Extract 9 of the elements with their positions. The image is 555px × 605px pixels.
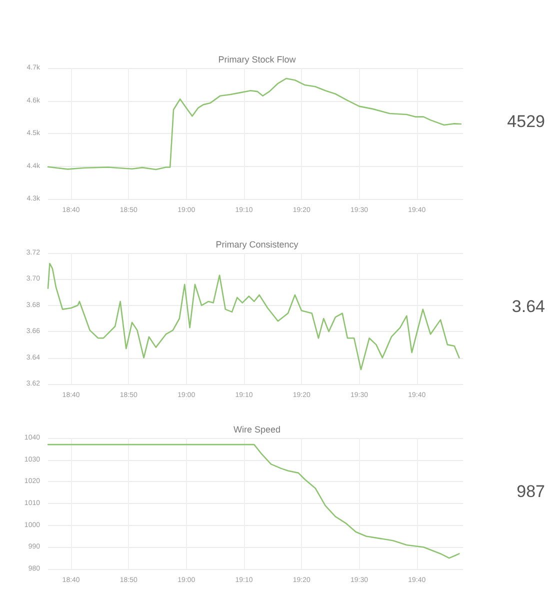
line-series — [47, 262, 460, 370]
line-series — [47, 444, 460, 559]
chart-title: Primary Consistency — [216, 240, 299, 250]
text: 987 — [516, 482, 546, 501]
text: 4529 — [507, 112, 546, 131]
chart-title: Primary Stock Flow — [218, 54, 296, 64]
text: 3.64 — [512, 297, 546, 316]
line-series — [47, 78, 462, 170]
chart-title: Wire Speed — [233, 424, 281, 434]
